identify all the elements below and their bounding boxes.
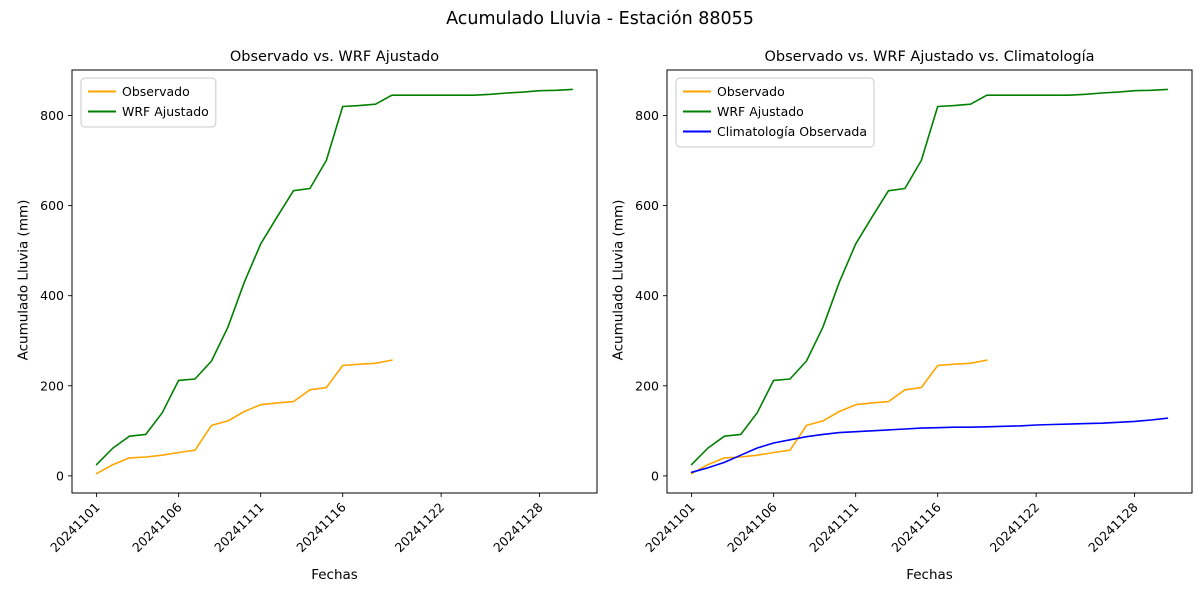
svg-text:20241122: 20241122: [987, 500, 1043, 556]
svg-text:Climatología Observada: Climatología Observada: [717, 124, 867, 139]
svg-text:20241106: 20241106: [129, 499, 185, 555]
series-line-wrf-ajustado: [95, 88, 574, 466]
svg-text:400: 400: [635, 288, 659, 303]
svg-text:20241122: 20241122: [392, 500, 448, 556]
svg-text:20241111: 20241111: [211, 500, 267, 556]
svg-text:20241101: 20241101: [642, 500, 698, 556]
svg-text:WRF Ajustado: WRF Ajustado: [717, 104, 804, 119]
svg-text:WRF Ajustado: WRF Ajustado: [122, 104, 209, 119]
svg-text:20241128: 20241128: [490, 499, 546, 555]
svg-text:20241101: 20241101: [47, 500, 103, 556]
svg-text:800: 800: [40, 108, 64, 123]
series-line-wrf-ajustado: [690, 88, 1169, 466]
svg-text:0: 0: [651, 468, 659, 483]
svg-text:0: 0: [56, 468, 64, 483]
legend-box: [80, 77, 217, 128]
svg-text:20241106: 20241106: [724, 499, 780, 555]
svg-text:20241116: 20241116: [293, 499, 349, 555]
legend-box: [675, 77, 875, 148]
svg-text:20241128: 20241128: [1085, 499, 1141, 555]
svg-text:600: 600: [40, 198, 64, 213]
svg-text:Observado: Observado: [717, 84, 785, 99]
subplot1-x-axis-label: Fechas: [311, 567, 358, 583]
svg-text:Observado: Observado: [122, 84, 190, 99]
figure-title: Acumulado Lluvia - Estación 88055: [446, 9, 754, 29]
svg-text:20241111: 20241111: [806, 500, 862, 556]
svg-text:400: 400: [40, 288, 64, 303]
svg-text:800: 800: [635, 108, 659, 123]
subplot2-x-axis-label: Fechas: [906, 567, 953, 583]
svg-text:600: 600: [635, 198, 659, 213]
series-line-climatolog-a-observada: [690, 417, 1169, 474]
subplot2-title: Observado vs. WRF Ajustado vs. Climatolo…: [764, 49, 1095, 65]
subplot1-title: Observado vs. WRF Ajustado: [229, 49, 440, 65]
svg-text:200: 200: [40, 378, 64, 393]
svg-text:20241116: 20241116: [888, 499, 944, 555]
series-line-observado: [690, 359, 988, 475]
svg-text:200: 200: [635, 378, 659, 393]
series-line-observado: [95, 359, 393, 475]
